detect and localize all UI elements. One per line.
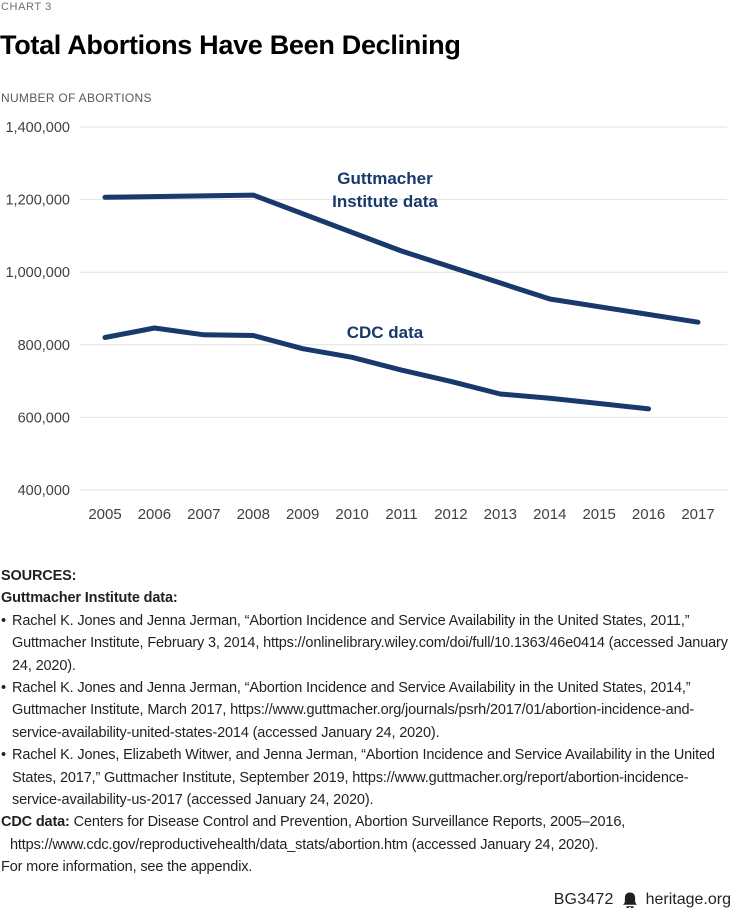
source-citation: Rachel K. Jones and Jenna Jerman, “Abort… [12,680,695,741]
series-line-1 [102,325,652,412]
bullet-marker: • [1,680,6,697]
sources-more-info: For more information, see the appendix. [1,859,253,876]
cdc-source-text: Centers for Disease Control and Preventi… [10,814,626,853]
x-tick-label: 2006 [138,506,171,523]
source-cdc: CDC data: Centers for Disease Control an… [1,811,733,856]
y-tick-label: 400,000 [18,483,70,499]
series-label-0: Guttmacher Institute data [332,169,438,211]
x-tick-label: 2008 [237,506,270,523]
source-item: • Rachel K. Jones and Jenna Jerman, “Abo… [1,677,733,744]
sources-heading: SOURCES: [1,568,77,584]
line-chart: 1,400,000 1,200,000 1,000,000 800,000 600,00… [5,120,727,523]
x-tick-label: 2015 [582,506,615,523]
x-tick-label: 2005 [88,506,121,523]
series-line-0 [102,192,701,325]
x-tick-label: 2014 [533,506,566,523]
source-item: • Rachel K. Jones and Jenna Jerman, “Abo… [1,610,733,677]
source-citation: Rachel K. Jones, Elizabeth Witwer, and J… [12,747,715,809]
series-label-1: CDC data [347,323,424,342]
y-tick-label: 600,000 [18,410,70,426]
source-list: • Rachel K. Jones and Jenna Jerman, “Abo… [1,610,733,812]
x-tick-label: 2013 [484,506,517,523]
page-title: Total Abortions Have Been Declining [0,30,461,60]
sources-guttmacher-heading: Guttmacher Institute data: [1,590,178,607]
x-tick-label: 2010 [335,506,368,523]
source-item: • Rachel K. Jones, Elizabeth Witwer, and… [1,744,733,811]
footer-site: heritage.org [645,891,731,908]
y-tick-label: 800,000 [18,338,70,354]
x-tick-label: 2011 [385,506,417,523]
x-tick-label: 2009 [286,506,319,523]
source-citation: Rachel K. Jones and Jenna Jerman, “Abort… [12,612,728,674]
x-tick-label: 2007 [187,506,220,523]
y-tick-label: 1,000,000 [5,265,70,281]
footer: BG3472 heritage.org [554,891,731,909]
x-tick-label: 2012 [434,506,467,523]
cdc-source-label: CDC data: [1,814,70,831]
x-tick-label: 2016 [632,506,665,523]
heritage-bell-icon [622,892,637,908]
sources-block: SOURCES: Guttmacher Institute data: • Ra… [1,565,733,879]
y-axis-title: NUMBER OF ABORTIONS [1,91,152,105]
doc-id: BG3472 [553,891,614,908]
chart-kicker: CHART 3 [1,1,52,13]
x-tick-label: 2017 [681,506,714,523]
bullet-marker: • [1,747,6,764]
y-tick-label: 1,200,000 [5,193,70,209]
bullet-marker: • [1,612,6,629]
y-tick-label: 1,400,000 [5,120,70,136]
